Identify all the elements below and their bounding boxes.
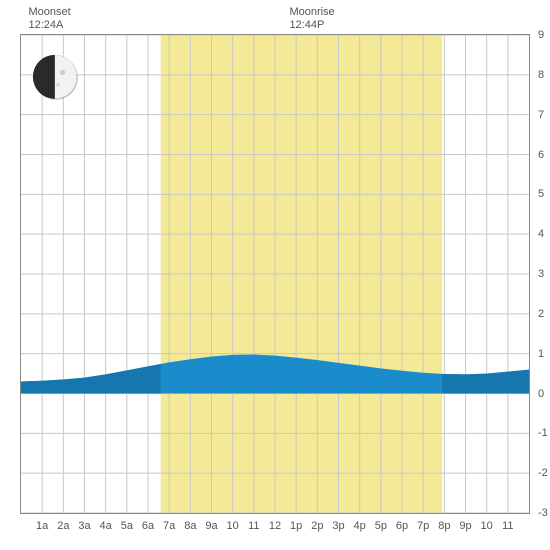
x-tick-label: 7a	[163, 520, 175, 532]
x-tick-label: 10	[227, 520, 239, 532]
x-tick-label: 6p	[396, 520, 408, 532]
x-tick-label: 6a	[142, 520, 154, 532]
x-tick-label: 2a	[57, 520, 69, 532]
x-tick-label: 1a	[36, 520, 48, 532]
chart-svg	[21, 35, 529, 513]
y-tick-label: 2	[538, 308, 544, 320]
y-tick-label: -1	[538, 427, 548, 439]
x-tick-label: 9a	[205, 520, 217, 532]
y-axis-ticks: -3-2-10123456789	[534, 34, 550, 514]
y-tick-label: 8	[538, 69, 544, 81]
header-labels: Moonset 12:24A Moonrise 12:44P	[20, 6, 530, 34]
tide-chart	[20, 34, 530, 514]
y-tick-label: -2	[538, 467, 548, 479]
x-tick-label: 3p	[332, 520, 344, 532]
x-tick-label: 4p	[354, 520, 366, 532]
x-tick-label: 7p	[417, 520, 429, 532]
y-tick-label: -3	[538, 507, 548, 519]
x-tick-label: 5p	[375, 520, 387, 532]
y-tick-label: 7	[538, 109, 544, 121]
y-tick-label: 3	[538, 268, 544, 280]
x-tick-label: 11	[502, 520, 513, 532]
y-tick-label: 9	[538, 29, 544, 41]
x-tick-label: 9p	[459, 520, 471, 532]
x-tick-label: 12	[269, 520, 281, 532]
y-tick-label: 1	[538, 348, 544, 360]
y-tick-label: 6	[538, 149, 544, 161]
x-tick-label: 1p	[290, 520, 302, 532]
x-tick-label: 11	[248, 520, 259, 532]
x-tick-label: 2p	[311, 520, 323, 532]
x-tick-label: 4a	[100, 520, 112, 532]
moonset-label: Moonset 12:24A	[28, 6, 70, 32]
y-tick-label: 4	[538, 228, 544, 240]
moonrise-label: Moonrise 12:44P	[289, 6, 334, 32]
x-tick-label: 3a	[78, 520, 90, 532]
x-axis-ticks: 1a 2a 3a 4a 5a 6a 7a 8a 9a 10 11 12 1p 2p 3p 4p 5p 6p 7p 8p…	[20, 520, 530, 540]
x-tick-label: 5a	[121, 520, 133, 532]
x-tick-label: 8p	[438, 520, 450, 532]
x-tick-label: 8a	[184, 520, 196, 532]
x-tick-label: 10	[481, 520, 493, 532]
y-tick-label: 5	[538, 188, 544, 200]
y-tick-label: 0	[538, 388, 544, 400]
